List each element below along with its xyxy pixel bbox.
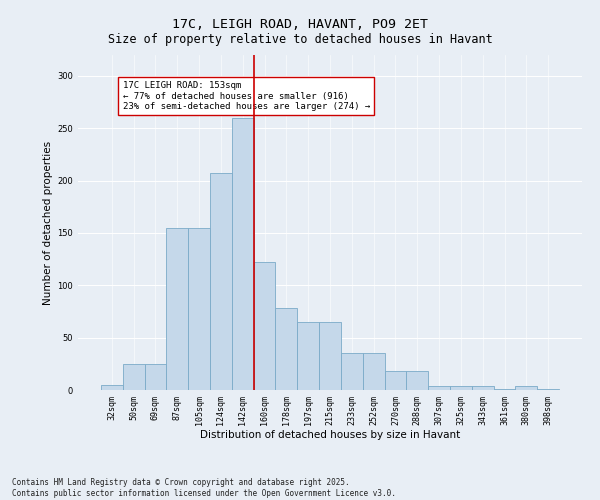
Bar [472,386,494,390]
Bar [188,228,210,390]
X-axis label: Distribution of detached houses by size in Havant: Distribution of detached houses by size … [200,430,460,440]
Bar [406,371,428,390]
Y-axis label: Number of detached properties: Number of detached properties [43,140,53,304]
Text: Size of property relative to detached houses in Havant: Size of property relative to detached ho… [107,32,493,46]
Text: 17C LEIGH ROAD: 153sqm
← 77% of detached houses are smaller (916)
23% of semi-de: 17C LEIGH ROAD: 153sqm ← 77% of detached… [123,81,370,111]
Bar [319,322,341,390]
Bar [166,228,188,390]
Text: Contains HM Land Registry data © Crown copyright and database right 2025.
Contai: Contains HM Land Registry data © Crown c… [12,478,396,498]
Bar [363,354,385,390]
Bar [385,371,406,390]
Bar [145,364,166,390]
Bar [494,389,515,390]
Bar [428,386,450,390]
Bar [515,386,537,390]
Bar [101,385,123,390]
Bar [275,308,297,390]
Bar [123,364,145,390]
Bar [341,354,363,390]
Bar [297,322,319,390]
Bar [450,386,472,390]
Bar [232,118,254,390]
Bar [254,262,275,390]
Bar [210,174,232,390]
Text: 17C, LEIGH ROAD, HAVANT, PO9 2ET: 17C, LEIGH ROAD, HAVANT, PO9 2ET [172,18,428,30]
Bar [537,389,559,390]
